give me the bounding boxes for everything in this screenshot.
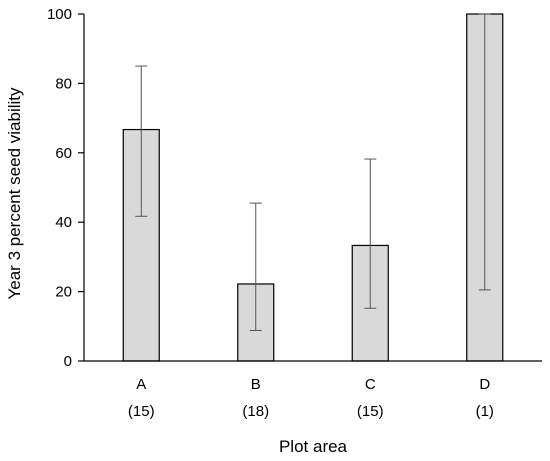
x-sample-size-label: (15): [128, 403, 155, 420]
x-sample-size-label: (1): [476, 403, 494, 420]
y-tick-label: 80: [55, 75, 72, 92]
y-tick-label: 20: [55, 284, 72, 301]
y-tick-label: 60: [55, 145, 72, 162]
axes-layer: [83, 14, 542, 362]
y-tick-label: 100: [47, 6, 72, 23]
x-category-label: A: [136, 376, 146, 393]
y-tick-label: 40: [55, 214, 72, 231]
x-axis-title: Plot area: [279, 437, 348, 456]
x-category-label: C: [365, 376, 376, 393]
y-axis-title: Year 3 percent seed viability: [5, 87, 24, 300]
x-category-label: D: [479, 376, 490, 393]
bars-layer: [122, 13, 504, 362]
x-category-label: B: [251, 376, 261, 393]
y-ticks-layer: 0 20 40 60 80 100: [47, 6, 84, 370]
x-labels-layer: A (15) B (18) C (15) D (1): [128, 376, 494, 420]
y-tick-label: 0: [64, 353, 72, 370]
x-sample-size-label: (18): [242, 403, 269, 420]
x-sample-size-label: (15): [357, 403, 384, 420]
error-bars-layer: [135, 13, 491, 331]
